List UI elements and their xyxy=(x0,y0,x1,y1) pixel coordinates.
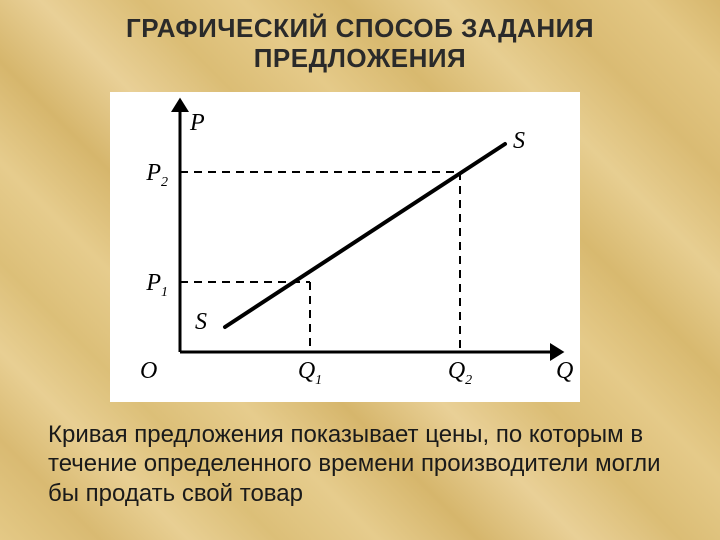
svg-text:Q1: Q1 xyxy=(298,358,322,388)
svg-text:P2: P2 xyxy=(145,160,168,190)
svg-text:P1: P1 xyxy=(145,270,168,300)
svg-text:Q: Q xyxy=(556,358,573,384)
title-line-2: ПРЕДЛОЖЕНИЯ xyxy=(254,43,467,73)
slide: ГРАФИЧЕСКИЙ СПОСОБ ЗАДАНИЯ ПРЕДЛОЖЕНИЯ P… xyxy=(0,0,720,540)
chart-caption: Кривая предложения показывает цены, по к… xyxy=(48,420,672,508)
svg-text:O: O xyxy=(140,358,157,384)
svg-text:S: S xyxy=(513,128,525,154)
supply-curve-chart: P Q O P2 P1 Q1 Q2 S S xyxy=(110,92,580,402)
svg-text:P: P xyxy=(189,110,205,136)
chart-svg: P Q O P2 P1 Q1 Q2 S S xyxy=(110,92,580,402)
svg-text:S: S xyxy=(195,309,207,335)
title-line-1: ГРАФИЧЕСКИЙ СПОСОБ ЗАДАНИЯ xyxy=(126,13,594,43)
svg-text:Q2: Q2 xyxy=(448,358,472,388)
slide-title: ГРАФИЧЕСКИЙ СПОСОБ ЗАДАНИЯ ПРЕДЛОЖЕНИЯ xyxy=(0,0,720,74)
